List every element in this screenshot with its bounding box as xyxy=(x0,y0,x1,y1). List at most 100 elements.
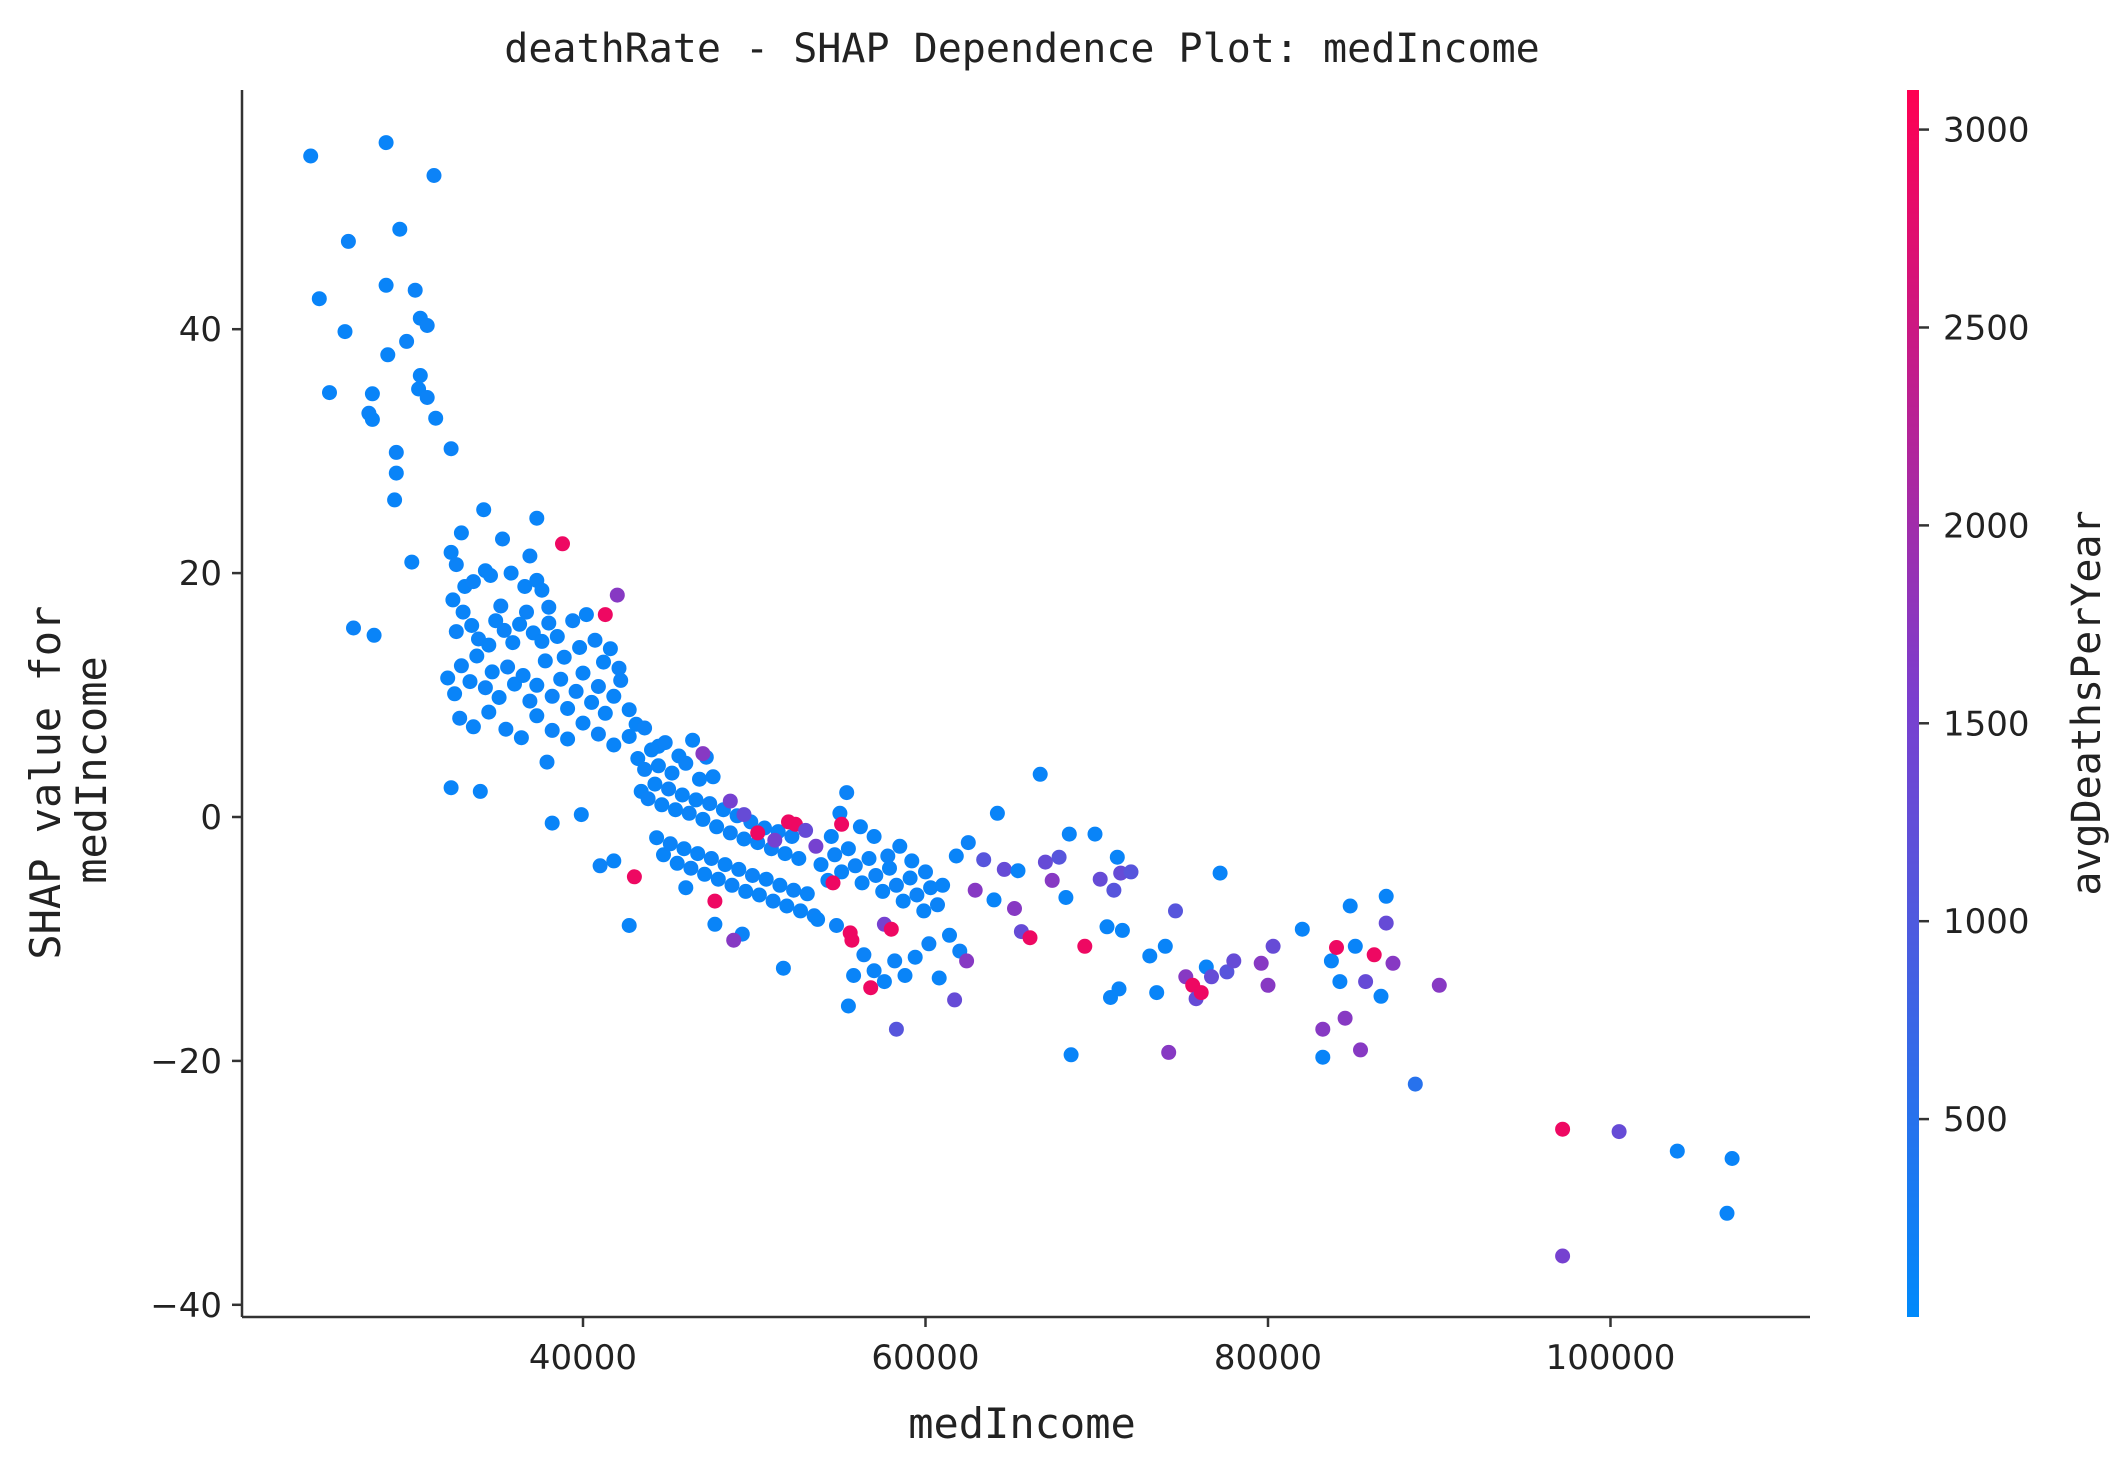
data-point xyxy=(592,858,608,874)
data-point xyxy=(1037,854,1053,870)
data-point xyxy=(590,679,606,694)
data-point xyxy=(1315,1021,1331,1037)
data-point xyxy=(840,998,856,1014)
data-point xyxy=(522,693,538,709)
data-point xyxy=(791,851,807,866)
data-point xyxy=(484,664,500,680)
data-point xyxy=(621,918,637,933)
data-point xyxy=(606,853,622,869)
data-point xyxy=(364,411,380,427)
data-point xyxy=(1378,915,1394,931)
data-point xyxy=(462,674,478,690)
data-point xyxy=(1294,921,1310,937)
data-point xyxy=(1260,977,1276,993)
data-point xyxy=(707,916,723,932)
data-point xyxy=(647,776,663,792)
data-point xyxy=(407,282,423,298)
data-point xyxy=(697,866,713,882)
data-point xyxy=(772,877,788,893)
y-tick-label: 0 xyxy=(200,798,222,838)
data-point xyxy=(967,882,983,898)
data-point xyxy=(832,805,848,821)
data-point xyxy=(669,855,685,871)
data-point xyxy=(703,851,719,866)
data-point xyxy=(573,807,589,823)
data-point xyxy=(823,829,839,844)
data-point xyxy=(346,620,361,636)
data-point xyxy=(596,654,611,670)
data-point xyxy=(976,852,992,868)
data-point xyxy=(1099,919,1115,935)
data-point xyxy=(553,671,569,687)
data-point xyxy=(1077,938,1093,954)
data-point xyxy=(702,796,718,812)
data-point xyxy=(630,751,646,766)
data-point xyxy=(1347,938,1363,954)
y-tick-label: −20 xyxy=(150,1042,222,1082)
data-point xyxy=(907,949,923,965)
data-point xyxy=(380,347,396,363)
data-point xyxy=(705,769,721,785)
data-point xyxy=(640,791,656,807)
data-point xyxy=(986,892,1002,908)
data-point xyxy=(960,835,976,851)
data-point xyxy=(544,688,560,704)
data-point xyxy=(736,831,752,847)
data-point xyxy=(597,607,613,623)
data-point xyxy=(736,807,752,823)
data-point xyxy=(447,686,463,702)
x-axis-label: medIncome xyxy=(908,1399,1136,1448)
data-point xyxy=(861,851,877,866)
data-point xyxy=(1212,865,1228,881)
data-point xyxy=(1142,948,1158,964)
x-tick-label: 100000 xyxy=(1546,1338,1676,1378)
data-point xyxy=(1373,988,1389,1004)
data-point xyxy=(1669,1143,1685,1159)
data-point xyxy=(947,992,963,1008)
data-point xyxy=(513,730,529,746)
data-point xyxy=(834,864,850,880)
data-point xyxy=(626,869,642,885)
data-point xyxy=(662,836,678,852)
data-point xyxy=(668,802,683,818)
data-point xyxy=(587,632,603,648)
x-tick-label: 60000 xyxy=(871,1338,979,1378)
data-point xyxy=(428,410,444,426)
data-point xyxy=(1111,981,1127,997)
data-point xyxy=(810,911,826,927)
data-point xyxy=(1106,882,1122,898)
data-point xyxy=(541,615,557,631)
data-point xyxy=(717,857,733,873)
data-point xyxy=(399,333,415,349)
data-point xyxy=(481,637,497,653)
data-point xyxy=(488,613,504,629)
data-point xyxy=(522,548,538,564)
data-point xyxy=(695,811,711,827)
data-point xyxy=(897,968,913,983)
data-point xyxy=(606,737,622,753)
y-tick-label: −40 xyxy=(150,1286,222,1326)
data-point xyxy=(942,927,957,943)
data-point xyxy=(1724,1151,1740,1166)
data-point xyxy=(606,688,622,704)
data-point xyxy=(443,544,459,560)
data-point xyxy=(1323,953,1339,969)
data-point xyxy=(948,848,964,864)
data-point xyxy=(758,871,774,887)
data-point xyxy=(678,755,694,771)
data-point xyxy=(866,963,882,979)
data-point xyxy=(777,846,793,862)
data-point xyxy=(590,726,606,742)
data-point xyxy=(895,893,911,909)
data-point xyxy=(445,592,461,608)
data-point xyxy=(856,947,872,963)
data-point xyxy=(1719,1205,1735,1221)
data-point xyxy=(575,665,591,681)
data-point xyxy=(775,960,791,976)
data-point xyxy=(578,607,594,623)
data-point xyxy=(1315,1049,1331,1065)
data-point xyxy=(1385,955,1401,971)
data-point xyxy=(904,853,920,869)
data-point xyxy=(852,819,868,835)
data-point xyxy=(657,735,673,751)
